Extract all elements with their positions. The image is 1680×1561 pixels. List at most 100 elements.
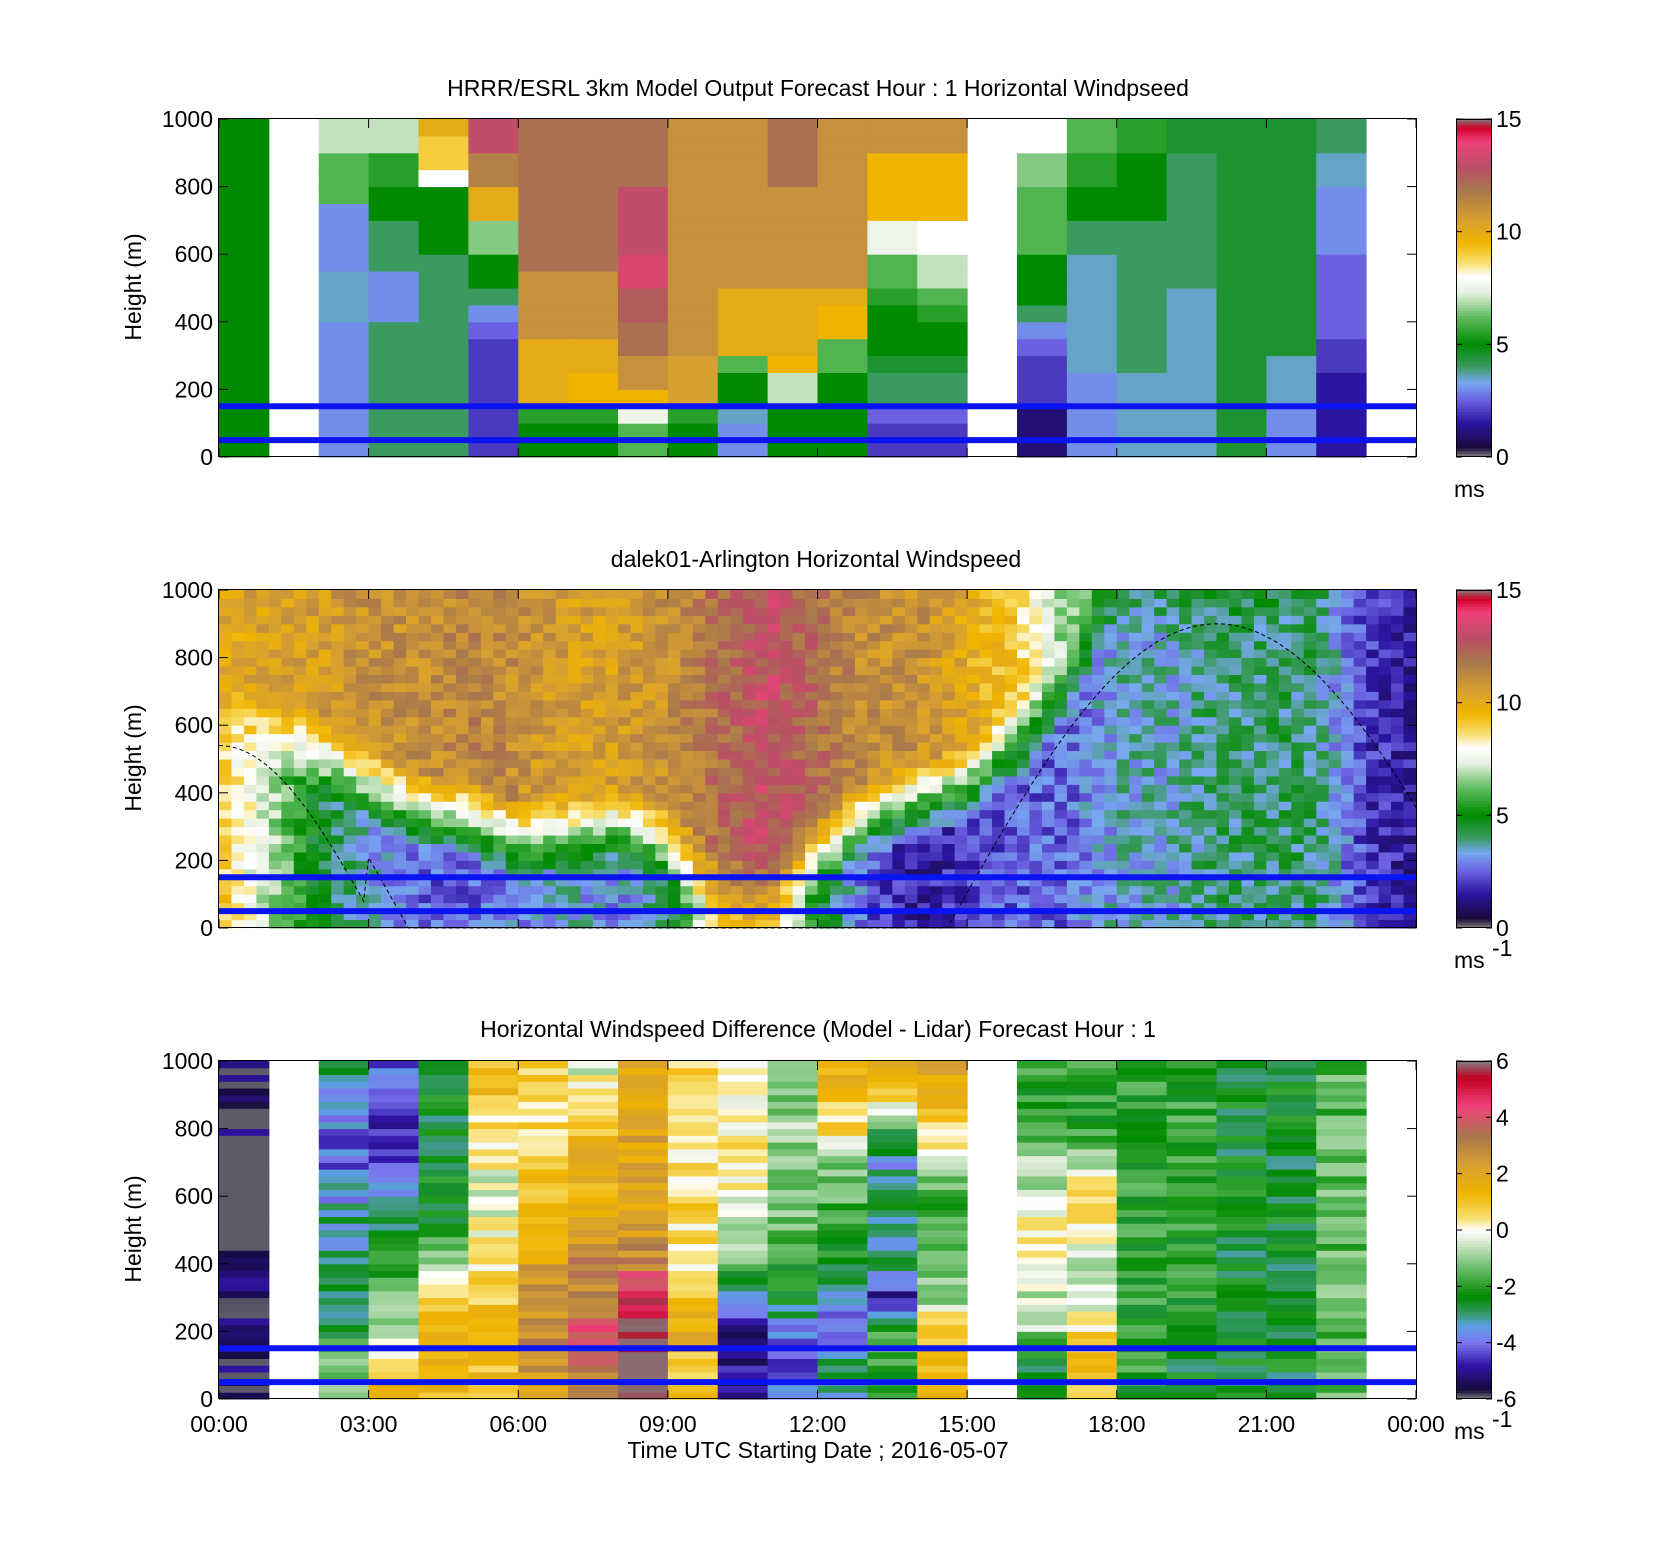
heatmap-cell <box>1191 742 1205 752</box>
heatmap-cell <box>1029 691 1043 701</box>
heatmap-cell <box>979 691 993 701</box>
heatmap-cell <box>518 1081 569 1089</box>
heatmap-cell <box>1316 818 1330 828</box>
heatmap-cell <box>418 851 432 861</box>
heatmap-cell <box>555 902 569 912</box>
heatmap-cell <box>1216 902 1230 912</box>
heatmap-cell <box>480 699 494 709</box>
colorbar-swatch <box>1456 634 1492 638</box>
heatmap-cell <box>555 818 569 828</box>
heatmap-cell <box>1316 851 1330 861</box>
colorbar-swatch <box>1456 724 1492 729</box>
heatmap-cell <box>1004 674 1018 684</box>
heatmap-cell <box>829 716 843 726</box>
heatmap-cell <box>1079 919 1093 929</box>
heatmap-cell <box>555 590 569 599</box>
heatmap-cell <box>1391 809 1405 819</box>
heatmap-cell <box>343 666 357 675</box>
heatmap-cell <box>1303 784 1317 794</box>
heatmap-cell <box>842 657 856 667</box>
heatmap-cell <box>318 682 332 692</box>
heatmap-cell <box>1241 801 1255 811</box>
heatmap-cell <box>1079 606 1093 616</box>
heatmap-cell <box>642 826 656 836</box>
heatmap-cell <box>805 725 818 735</box>
heatmap-cell <box>268 809 282 819</box>
heatmap-cell <box>568 623 582 633</box>
heatmap-cell <box>1216 623 1230 633</box>
heatmap-cell <box>1154 716 1168 726</box>
heatmap-cell <box>518 708 532 718</box>
heatmap-cell <box>892 792 906 802</box>
heatmap-cell <box>1091 894 1105 904</box>
heatmap-cell <box>1154 615 1168 625</box>
heatmap-cell <box>817 254 868 272</box>
heatmap-cell <box>618 1263 669 1272</box>
heatmap-cell <box>1066 321 1118 340</box>
heatmap-cell <box>318 1182 370 1190</box>
heatmap-cell <box>1191 809 1205 819</box>
heatmap-cell <box>368 1284 419 1292</box>
heatmap-cell <box>992 885 1006 895</box>
heatmap-cell <box>1291 606 1305 616</box>
heatmap-cell <box>219 1331 270 1339</box>
heatmap-cell <box>1241 792 1255 802</box>
heatmap-cell <box>642 877 656 887</box>
colorbar-swatch <box>1456 803 1492 807</box>
heatmap-cell <box>518 1202 569 1211</box>
heatmap-cell <box>829 640 843 650</box>
heatmap-cell <box>1353 885 1367 895</box>
heatmap-cell <box>1341 742 1355 752</box>
heatmap-cell <box>792 792 806 802</box>
heatmap-cell <box>954 784 968 794</box>
heatmap-cell <box>368 1223 419 1231</box>
heatmap-cell <box>331 792 345 802</box>
heatmap-cell <box>1116 271 1168 289</box>
heatmap-cell <box>605 801 619 811</box>
heatmap-cell <box>618 1358 669 1366</box>
heatmap-cell <box>356 860 370 870</box>
colorbar-swatch <box>1456 250 1492 255</box>
heatmap-cell <box>1066 135 1118 154</box>
heatmap-cell <box>942 674 956 684</box>
heatmap-cell <box>1278 826 1292 836</box>
heatmap-cell <box>243 784 257 794</box>
heatmap-cell <box>530 657 544 667</box>
heatmap-cell <box>356 902 370 912</box>
heatmap-cell <box>1328 851 1342 861</box>
heatmap-cell <box>1029 733 1043 743</box>
heatmap-cell <box>1341 623 1355 633</box>
heatmap-cell <box>1303 775 1317 785</box>
colorbar-swatch <box>1456 174 1492 179</box>
heatmap-cell <box>568 1189 619 1197</box>
heatmap-cell <box>1091 843 1105 853</box>
heatmap-cell <box>854 598 868 608</box>
heatmap-cell <box>318 423 370 441</box>
colorbar-swatch <box>1456 699 1492 703</box>
heatmap-cell <box>1054 742 1068 752</box>
heatmap-cell <box>667 152 719 171</box>
heatmap-cell <box>468 1074 519 1082</box>
heatmap-cell <box>1241 885 1255 895</box>
heatmap-cell <box>842 919 856 929</box>
heatmap-cell <box>1391 801 1405 811</box>
heatmap-cell <box>1241 640 1255 650</box>
heatmap-cell <box>219 1175 270 1184</box>
heatmap-cell <box>992 851 1006 861</box>
heatmap-cell <box>892 699 906 709</box>
heatmap-cell <box>430 632 444 642</box>
heatmap-cell <box>318 1074 370 1082</box>
colorbar-swatch <box>1456 321 1492 325</box>
heatmap-cell <box>356 911 370 921</box>
heatmap-cell <box>667 809 681 819</box>
heatmap-cell <box>468 152 519 171</box>
heatmap-cell <box>1116 835 1130 844</box>
heatmap-cell <box>1166 203 1217 221</box>
heatmap-cell <box>692 632 706 642</box>
heatmap-cell <box>717 851 731 861</box>
heatmap-cell <box>1017 699 1030 709</box>
colorbar-swatch <box>1456 129 1492 134</box>
heatmap-cell <box>1029 649 1043 659</box>
heatmap-cell <box>1116 750 1130 760</box>
heatmap-cell <box>406 708 419 718</box>
